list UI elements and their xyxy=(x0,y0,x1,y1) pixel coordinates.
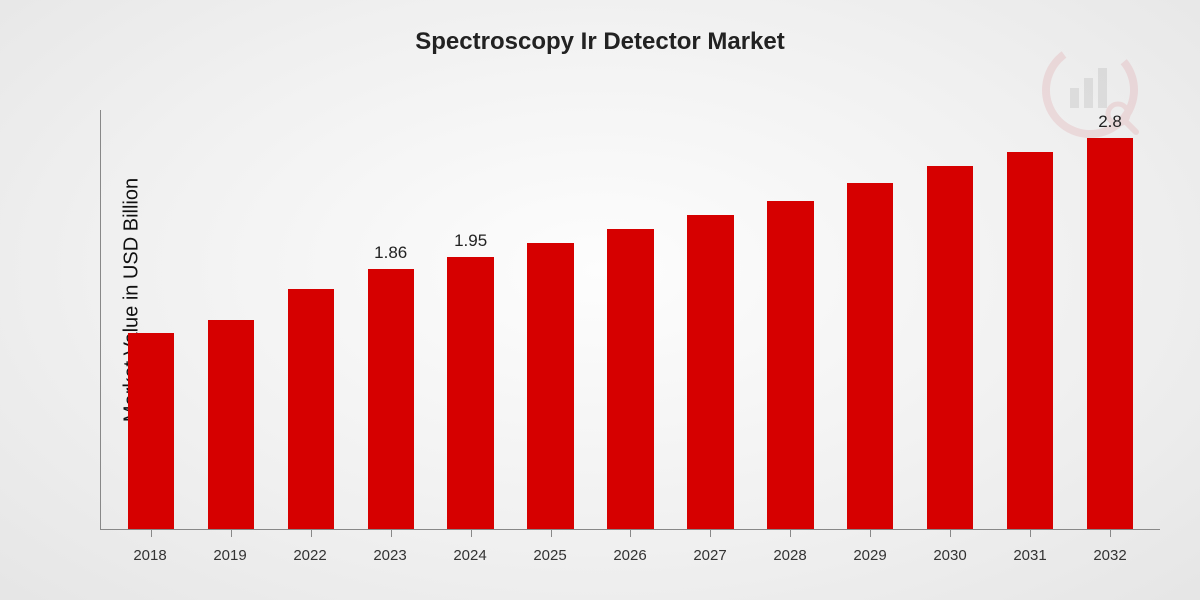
bar-slot xyxy=(990,110,1070,529)
bar-slot xyxy=(830,110,910,529)
bar: 2.8 xyxy=(1087,138,1133,529)
x-axis-tick-label: 2028 xyxy=(750,547,830,564)
bar xyxy=(288,289,334,529)
bar xyxy=(687,215,733,529)
bar-slot xyxy=(271,110,351,529)
x-axis-tick-label: 2022 xyxy=(270,547,350,564)
bar-value-label: 1.95 xyxy=(454,231,487,251)
x-axis-tick-label: 2027 xyxy=(670,547,750,564)
x-tick xyxy=(231,529,232,537)
bar xyxy=(128,333,174,529)
x-axis-tick-label: 2029 xyxy=(830,547,910,564)
x-axis-tick-label: 2032 xyxy=(1070,547,1150,564)
plot-area: 1.86 1.95 2.8 xyxy=(100,110,1160,530)
x-axis-tick-label: 2019 xyxy=(190,547,270,564)
bar-slot xyxy=(910,110,990,529)
bar-slot xyxy=(111,110,191,529)
x-tick xyxy=(151,529,152,537)
bar-value-label: 2.8 xyxy=(1098,112,1122,132)
x-axis-labels: 2018201920222023202420252026202720282029… xyxy=(100,547,1160,564)
x-axis-tick-label: 2030 xyxy=(910,547,990,564)
x-tick xyxy=(870,529,871,537)
bar: 1.95 xyxy=(447,257,493,529)
x-tick xyxy=(1030,529,1031,537)
x-tick xyxy=(710,529,711,537)
x-axis-tick-label: 2023 xyxy=(350,547,430,564)
x-tick xyxy=(551,529,552,537)
bars-container: 1.86 1.95 2.8 xyxy=(101,110,1160,529)
x-tick xyxy=(1110,529,1111,537)
chart-canvas: Spectroscopy Ir Detector Market Market V… xyxy=(0,0,1200,600)
x-axis-tick-label: 2031 xyxy=(990,547,1070,564)
bar-slot xyxy=(670,110,750,529)
bar xyxy=(927,166,973,529)
x-tick xyxy=(950,529,951,537)
bar xyxy=(1007,152,1053,529)
chart-title: Spectroscopy Ir Detector Market xyxy=(0,28,1200,56)
bar xyxy=(527,243,573,529)
x-tick xyxy=(471,529,472,537)
bar-slot: 1.86 xyxy=(351,110,431,529)
x-tick xyxy=(391,529,392,537)
x-axis-tick-label: 2025 xyxy=(510,547,590,564)
bar-slot xyxy=(591,110,671,529)
bar-slot xyxy=(511,110,591,529)
x-tick xyxy=(790,529,791,537)
x-tick xyxy=(311,529,312,537)
x-axis-tick-label: 2024 xyxy=(430,547,510,564)
bar-value-label: 1.86 xyxy=(374,243,407,263)
bar-slot: 2.8 xyxy=(1070,110,1150,529)
x-tick xyxy=(630,529,631,537)
bar xyxy=(607,229,653,529)
bar xyxy=(767,201,813,529)
bar-slot xyxy=(750,110,830,529)
bar xyxy=(208,320,254,530)
bar xyxy=(847,183,893,529)
bar-slot: 1.95 xyxy=(431,110,511,529)
bar-slot xyxy=(191,110,271,529)
x-axis-tick-label: 2026 xyxy=(590,547,670,564)
bar: 1.86 xyxy=(368,269,414,529)
x-axis-tick-label: 2018 xyxy=(110,547,190,564)
